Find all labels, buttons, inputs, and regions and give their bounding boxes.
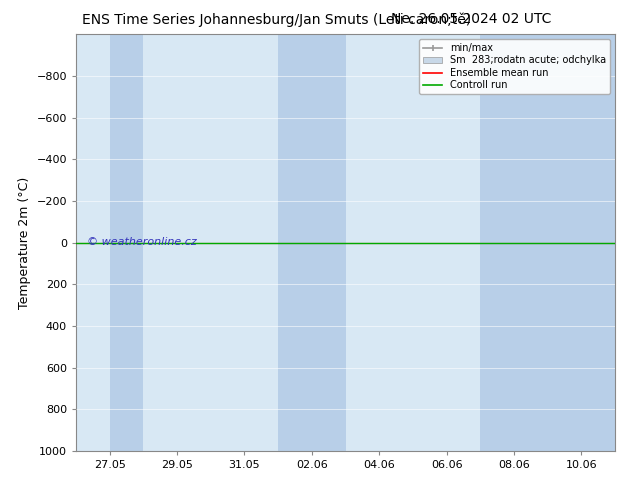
Bar: [413, 34, 446, 451]
Bar: [278, 34, 312, 451]
Bar: [312, 34, 346, 451]
Bar: [480, 34, 514, 451]
Bar: [346, 34, 379, 451]
Bar: [245, 34, 278, 451]
Text: ENS Time Series Johannesburg/Jan Smuts (Leti caron;tě): ENS Time Series Johannesburg/Jan Smuts (…: [82, 12, 472, 27]
Bar: [177, 34, 210, 451]
Bar: [446, 34, 480, 451]
Legend: min/max, Sm  283;rodatn acute; odchylka, Ensemble mean run, Controll run: min/max, Sm 283;rodatn acute; odchylka, …: [419, 39, 610, 94]
Y-axis label: Temperature 2m (°C): Temperature 2m (°C): [18, 176, 31, 309]
Text: © weatheronline.cz: © weatheronline.cz: [87, 237, 197, 246]
Bar: [76, 34, 110, 451]
Text: Ne. 26.05.2024 02 UTC: Ne. 26.05.2024 02 UTC: [391, 12, 552, 26]
Bar: [110, 34, 143, 451]
Bar: [143, 34, 177, 451]
Bar: [514, 34, 548, 451]
Bar: [581, 34, 615, 451]
Bar: [379, 34, 413, 451]
Bar: [548, 34, 581, 451]
Bar: [210, 34, 245, 451]
